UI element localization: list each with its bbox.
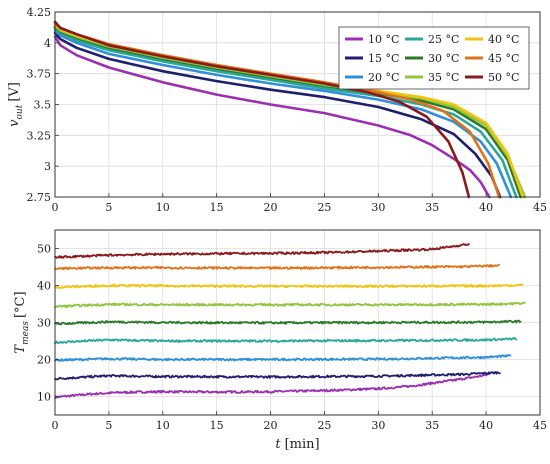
- x-axis-label: t [min]: [275, 437, 319, 452]
- x-tick-label: 20: [264, 419, 278, 432]
- y-tick-label: 3.25: [27, 129, 52, 142]
- y-tick-label: 4: [44, 37, 51, 50]
- y-axis-var: T: [13, 344, 28, 354]
- y-axis-label: vout [V]: [7, 82, 25, 127]
- x-tick-label: 10: [156, 419, 170, 432]
- panel-voltage: 0 5 10 15 20 25 30 35 40 45 2.75 3 3.25 3.5 3.75 4 4.25 v…: [7, 6, 547, 214]
- y-tick-label: 4.25: [27, 6, 52, 19]
- series-line-40c: [54, 283, 524, 290]
- y-tick-label: 40: [37, 280, 51, 293]
- y-tick-label: 3: [44, 160, 51, 173]
- series-line-50c: [54, 243, 470, 259]
- series-line-10c: [54, 373, 490, 400]
- legend-label: 50 °C: [488, 71, 519, 84]
- x-tick-label: 0: [52, 419, 59, 432]
- x-tick-label: 35: [425, 419, 439, 432]
- series-line-25c: [54, 337, 518, 345]
- legend-label: 40 °C: [488, 33, 519, 46]
- x-tick-label: 25: [317, 201, 331, 214]
- x-tick-label: 45: [533, 201, 547, 214]
- y-axis-var: v: [7, 119, 22, 127]
- legend: 10 °C 15 °C 20 °C 25 °C 30 °C 35 °C 40 °C 45 °C…: [338, 26, 530, 90]
- x-tick-label: 5: [105, 419, 112, 432]
- series-line-10c: [53, 35, 491, 199]
- series-line-15c: [53, 31, 502, 199]
- series-line-20c: [54, 354, 512, 362]
- y-tick-label: 50: [37, 243, 51, 256]
- y-axis-unit: [°C]: [13, 291, 28, 318]
- x-tick-label: 30: [371, 419, 385, 432]
- x-tick-label: 25: [317, 419, 331, 432]
- legend-box: [338, 26, 530, 90]
- series-line-50c: [53, 20, 471, 199]
- legend-label: 20 °C: [368, 71, 399, 84]
- y-axis-label: Tmeas [°C]: [13, 291, 31, 353]
- series-line-25c: [53, 26, 518, 199]
- x-tick-label: 15: [210, 201, 224, 214]
- series-line-35c: [54, 301, 526, 309]
- y-axis-sub: meas: [21, 321, 31, 345]
- x-tick-label: 45: [533, 419, 547, 432]
- y-tick-label: 3.5: [34, 99, 52, 112]
- x-tick-label: 20: [264, 201, 278, 214]
- x-tick-label: 40: [479, 419, 493, 432]
- y-tick-label: 10: [37, 391, 51, 404]
- x-tick-label: 15: [210, 419, 224, 432]
- panel-temperature: 0 5 10 15 20 25 30 35 40 45 10 20 30 40 50 Tmeas [°C] t [m…: [13, 229, 547, 452]
- series-line-45c: [54, 263, 500, 271]
- series-line-15c: [54, 371, 501, 381]
- series-line-20c: [53, 29, 513, 199]
- x-tick-label: 10: [156, 201, 170, 214]
- x-tick-label: 40: [479, 201, 493, 214]
- x-axis-unit: [min]: [285, 437, 320, 452]
- y-tick-label: 20: [37, 354, 51, 367]
- y-tick-label: 3.75: [27, 68, 52, 81]
- legend-label: 45 °C: [488, 52, 519, 65]
- y-axis-unit: [V]: [7, 82, 22, 102]
- x-tick-label: 5: [105, 201, 112, 214]
- y-tick-label: 2.75: [27, 191, 52, 204]
- x-tick-label: 0: [52, 201, 59, 214]
- legend-label: 30 °C: [428, 52, 459, 65]
- series-line-30c: [54, 319, 522, 326]
- x-tick-label: 30: [371, 201, 385, 214]
- legend-label: 35 °C: [428, 71, 459, 84]
- y-axis-sub: out: [15, 104, 25, 119]
- x-tick-label: 35: [425, 201, 439, 214]
- x-axis-var: t: [275, 437, 281, 452]
- legend-label: 15 °C: [368, 52, 399, 65]
- y-tick-label: 30: [37, 317, 51, 330]
- legend-label: 25 °C: [428, 33, 459, 46]
- legend-label: 10 °C: [368, 33, 399, 46]
